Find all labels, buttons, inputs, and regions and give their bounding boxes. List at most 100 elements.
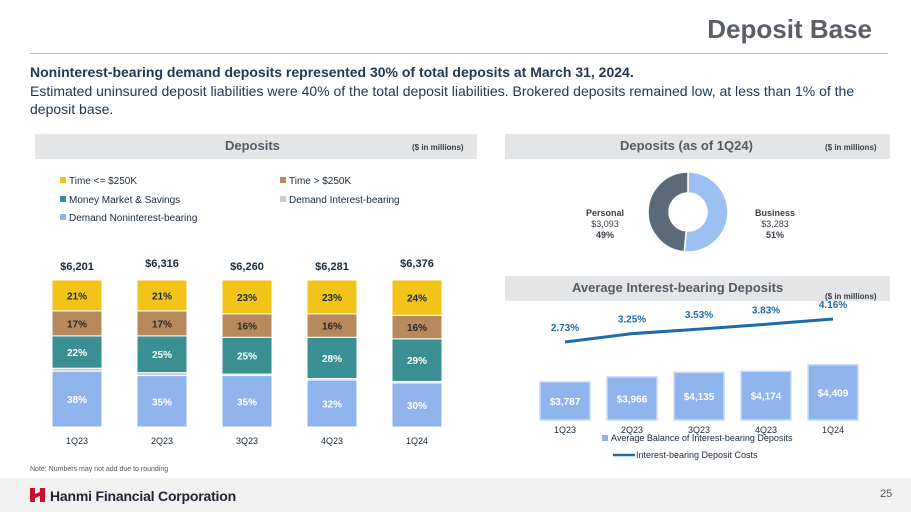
avg-ib-unit-note: ($ in millions)	[825, 292, 877, 301]
category-label: 4Q23	[755, 425, 777, 435]
data-label: 38%	[67, 395, 87, 406]
total-label: $6,376	[400, 258, 434, 270]
bar-segment	[391, 279, 443, 316]
data-label: 21%	[67, 291, 87, 302]
legend-item-demand-nib: Demand Noninterest-bearing	[60, 213, 197, 224]
line-value-label: 3.83%	[752, 305, 780, 316]
bar-segment	[136, 310, 188, 337]
avg-ib-panel-header: Average Interest-bearing Deposits ($ in …	[505, 276, 890, 301]
category-label: 1Q23	[66, 436, 88, 446]
avg-ib-title: Average Interest-bearing Deposits	[572, 280, 784, 295]
data-label: 17%	[67, 319, 87, 330]
slice-name-label: Business	[755, 208, 795, 218]
legend-label: Average Balance of Interest-bearing Depo…	[611, 433, 793, 443]
data-label: 22%	[67, 348, 87, 359]
footnote: Note: Numbers may not add due to roundin…	[30, 466, 169, 473]
bar-segment	[51, 279, 103, 312]
slice-value-label: $3,283	[761, 219, 789, 229]
bar-segment	[136, 375, 188, 428]
category-label: 2Q23	[151, 436, 173, 446]
bar-value-label: $3,966	[617, 394, 648, 405]
category-label: 1Q23	[554, 425, 576, 435]
title-divider	[30, 53, 888, 54]
cost-line	[564, 317, 834, 344]
data-label: 28%	[322, 354, 342, 365]
deposits-chart-title: Deposits	[225, 138, 280, 153]
data-label: 35%	[237, 397, 257, 408]
bar-value-label: $4,174	[751, 392, 782, 403]
data-label: 35%	[152, 397, 172, 408]
data-label: 16%	[322, 322, 342, 333]
slice-percent-label: 49%	[596, 230, 614, 240]
line-value-label: 4.16%	[819, 300, 847, 311]
bar-segment	[51, 370, 103, 428]
data-label: 17%	[152, 319, 172, 330]
bar-segment	[51, 310, 103, 337]
slice-name-label: Personal	[586, 208, 624, 218]
category-label: 4Q23	[321, 436, 343, 446]
data-label: 23%	[237, 293, 257, 304]
bar-segment	[221, 375, 273, 428]
legend-label: Time > $250K	[289, 176, 352, 187]
category-label: 1Q24	[406, 436, 428, 446]
legend-swatch	[60, 177, 66, 183]
deposits-panel-header: Deposits ($ in millions)	[35, 134, 477, 159]
data-label: 23%	[322, 293, 342, 304]
bar	[606, 376, 658, 421]
headline: Noninterest-bearing demand deposits repr…	[30, 64, 634, 80]
data-label: 21%	[152, 291, 172, 302]
total-label: $6,260	[230, 261, 264, 273]
category-label: 2Q23	[621, 425, 643, 435]
total-label: $6,316	[145, 258, 179, 270]
avg-ib-combo-chart: $3,787 1Q23 $3,966 2Q23 $4,135 3Q23 $4,174 4Q23…	[539, 300, 859, 460]
bar-value-label: $4,135	[684, 392, 715, 403]
bar-segment	[136, 279, 188, 312]
donut-slice	[683, 171, 729, 253]
legend-swatch	[60, 214, 66, 220]
deposits-mix-title: Deposits (as of 1Q24)	[620, 138, 753, 153]
page-number: 25	[880, 488, 893, 500]
legend-label: Demand Noninterest-bearing	[69, 213, 198, 224]
deposits-stacked-bar-chart: 38%2%22%17%21%$6,2011Q2335%2%25%17%21%$6…	[51, 258, 443, 446]
subtext: Estimated uninsured deposit liabilities …	[30, 83, 855, 117]
total-label: $6,281	[315, 261, 349, 273]
deposits-mix-panel-header: Deposits (as of 1Q24) ($ in millions)	[505, 134, 890, 159]
bar-value-label: $4,409	[818, 388, 849, 399]
bar-segment	[306, 379, 358, 428]
bar-segment	[391, 338, 443, 382]
bar	[740, 370, 792, 421]
line-value-label: 3.25%	[618, 315, 646, 326]
data-label: 30%	[407, 401, 427, 412]
bar-segment	[221, 336, 273, 375]
slice-value-label: $3,093	[591, 219, 619, 229]
category-label: 3Q23	[688, 425, 710, 435]
company-name: Hanmi Financial Corporation	[50, 488, 236, 504]
bar-value-label: $3,787	[550, 397, 581, 408]
legend-swatch-bar	[602, 435, 608, 441]
total-label: $6,201	[60, 261, 94, 273]
bar	[539, 381, 591, 421]
data-label: 32%	[322, 399, 342, 410]
legend-item-time-le: Time <= $250K	[60, 176, 137, 187]
category-label: 3Q23	[236, 436, 258, 446]
data-label: 16%	[407, 323, 427, 334]
legend-label: Demand Interest-bearing	[289, 195, 400, 206]
legend-label: Money Market & Savings	[69, 195, 181, 206]
line-value-label: 3.53%	[685, 310, 713, 321]
legend-item-mmsav: Money Market & Savings	[60, 195, 180, 206]
data-label: 29%	[407, 356, 427, 367]
data-label: 25%	[237, 352, 257, 363]
legend-swatch	[280, 177, 286, 183]
bar	[673, 371, 725, 421]
bar-segment	[221, 279, 273, 315]
footer-band	[0, 478, 911, 512]
legend-label: Interest-bearing Deposit Costs	[636, 450, 758, 460]
legend-label: Time <= $250K	[69, 176, 138, 187]
bar-segment	[306, 279, 358, 315]
company-logo-icon	[30, 488, 45, 502]
data-label: 16%	[237, 322, 257, 333]
bar-segment	[391, 382, 443, 428]
page-title: Deposit Base	[707, 14, 872, 44]
legend-item-time-gt: Time > $250K	[280, 176, 351, 187]
